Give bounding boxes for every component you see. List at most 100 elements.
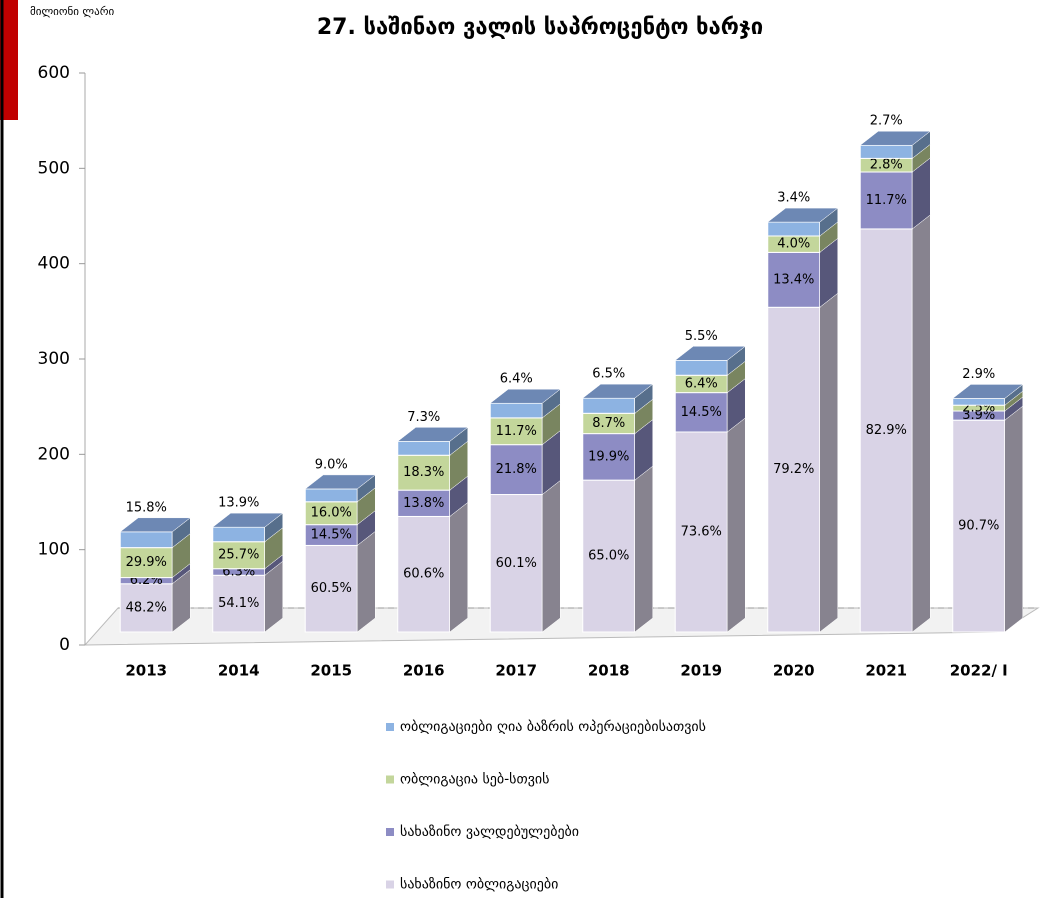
legend-swatch — [386, 880, 394, 889]
y-tick-label: 400 — [38, 254, 70, 274]
data-label: 8.7% — [592, 416, 625, 431]
bar-front — [212, 541, 266, 570]
data-label: 4.0% — [777, 237, 810, 252]
bar-top — [304, 474, 376, 490]
bar-segment — [304, 510, 376, 546]
bar-segment — [489, 403, 561, 446]
data-label: 11.7% — [496, 424, 537, 439]
data-label: 60.5% — [311, 581, 352, 596]
bar-segment — [489, 430, 561, 496]
data-label: 48.2% — [126, 600, 167, 615]
x-tick-label: 2016 — [403, 662, 445, 680]
bar-segment — [859, 143, 931, 173]
data-label: 73.6% — [681, 524, 722, 539]
data-label: 25.7% — [218, 548, 259, 563]
data-label: 54.1% — [218, 596, 259, 611]
bar-segment — [582, 419, 653, 481]
bar-segment — [674, 345, 746, 376]
data-label: 14.5% — [311, 528, 352, 543]
bar-top — [489, 388, 561, 404]
bar-front — [767, 221, 821, 237]
bar-top — [397, 427, 469, 442]
data-label: 13.8% — [403, 496, 444, 511]
legend-swatch — [386, 775, 394, 784]
x-tick-label: 2013 — [125, 662, 167, 680]
bar-front — [489, 444, 543, 496]
bar-side — [1004, 405, 1023, 633]
data-label: 3.4% — [777, 191, 810, 206]
edge-strip — [0, 0, 18, 120]
bar-segment — [859, 214, 931, 633]
bar-segment — [582, 465, 653, 633]
data-label: 11.7% — [866, 193, 907, 208]
x-tick-label: 2021 — [865, 662, 907, 680]
bar-front — [212, 574, 266, 633]
bar-segment — [859, 157, 931, 230]
bar-front — [859, 171, 913, 230]
bar-top — [767, 207, 839, 223]
y-tick-label: 600 — [38, 63, 70, 83]
bar-top — [212, 512, 284, 528]
data-label: 90.7% — [958, 519, 999, 534]
legend-label: სახაზინო ობლიგაციები — [400, 877, 558, 893]
data-label: 7.3% — [407, 410, 440, 425]
data-label: 2.8% — [870, 158, 903, 173]
data-label: 18.3% — [403, 465, 444, 480]
bar-top — [119, 517, 191, 533]
bar-top — [582, 383, 654, 399]
data-label: 14.5% — [681, 405, 722, 420]
legend-swatch — [386, 723, 394, 731]
bar-front — [119, 531, 173, 549]
y-tick-label: 0 — [59, 635, 70, 655]
data-label: 65.0% — [588, 549, 629, 564]
bar-segment — [119, 533, 191, 579]
bar-side — [634, 465, 653, 633]
data-label: 82.9% — [866, 423, 907, 438]
bar-front — [119, 547, 173, 579]
bar-top — [674, 346, 746, 361]
bar-segment — [952, 405, 1023, 633]
legend-label: სახაზინო ვალდებულებები — [400, 824, 579, 840]
y-tick-label: 200 — [38, 444, 70, 464]
legend-swatch — [386, 828, 394, 836]
bar-segment — [582, 398, 653, 435]
bar-segment — [304, 474, 376, 503]
x-tick-label: 2015 — [310, 662, 352, 680]
bar-segment — [119, 517, 191, 549]
x-tick-label: 2017 — [495, 662, 537, 680]
bar-segment — [674, 417, 746, 633]
bar-segment — [212, 527, 283, 570]
data-label: 60.1% — [496, 556, 537, 571]
x-tick-label: 2014 — [218, 662, 260, 680]
bar-side — [912, 214, 931, 633]
bar-segment — [767, 237, 838, 308]
data-label: 15.8% — [126, 500, 167, 515]
data-label: 6.4% — [500, 372, 533, 387]
bar-side — [542, 480, 561, 633]
data-label: 6.5% — [592, 367, 625, 382]
data-label: 2.9% — [962, 367, 995, 382]
bar-side — [727, 417, 746, 633]
bar-segment — [952, 383, 1024, 406]
bar-segment — [212, 560, 283, 633]
chart-title: 27. საშინაო ვალის საპროცენტო ხარჯი — [317, 15, 763, 40]
bar-front — [674, 359, 728, 376]
x-tick-label: 2018 — [588, 662, 630, 680]
bar-segment — [212, 512, 284, 543]
data-label: 60.6% — [403, 567, 444, 582]
bar-segment — [304, 530, 376, 633]
bar-segment — [674, 378, 746, 433]
data-label: 3.9% — [962, 408, 995, 423]
bar-front — [859, 144, 913, 159]
data-label: 6.4% — [685, 376, 718, 391]
bar-top — [952, 384, 1024, 399]
data-label: 29.9% — [126, 555, 167, 570]
bar-segment — [767, 207, 839, 237]
bar-front — [859, 228, 913, 633]
data-label: 16.0% — [311, 506, 352, 521]
bar-segment — [859, 130, 931, 159]
bar-front — [489, 402, 543, 419]
bar-segment — [397, 440, 468, 491]
bar-front — [397, 489, 451, 517]
